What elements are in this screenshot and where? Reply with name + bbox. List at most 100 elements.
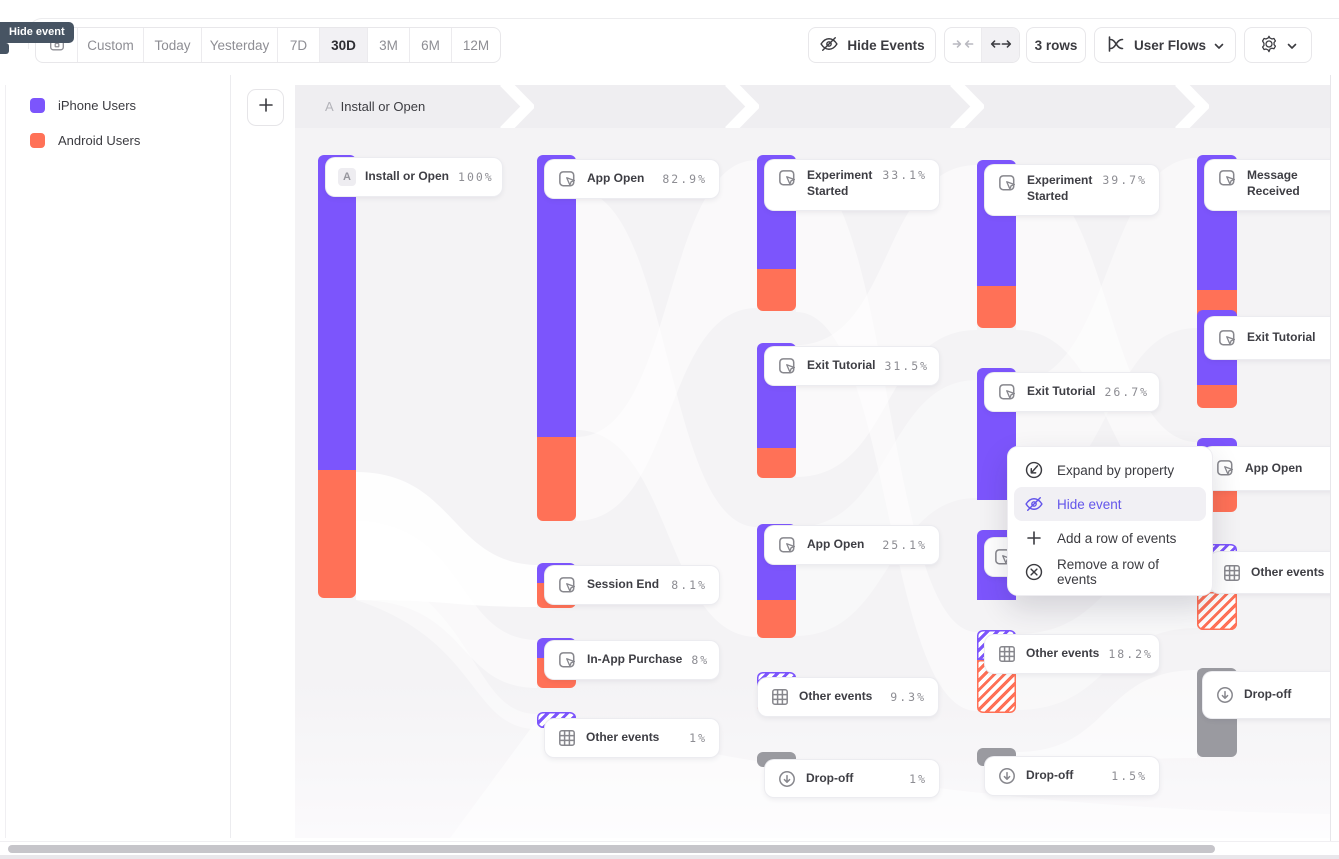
node-percent: 8% (691, 653, 710, 667)
flow-node-session-end[interactable]: Session End 8.1% (545, 566, 719, 604)
view-selector-user-flows[interactable]: User Flows (1094, 27, 1236, 63)
menu-item-add-row-of-events[interactable]: Add a row of events (1014, 521, 1206, 555)
sankey-bar-android[interactable] (757, 448, 796, 478)
plus-icon (1024, 530, 1044, 546)
flow-node-drop-off[interactable]: Drop-off (1203, 672, 1339, 718)
drop-off-icon (777, 769, 797, 789)
node-percent: 1% (689, 731, 707, 745)
event-icon (777, 356, 798, 377)
sankey-bar-other-android[interactable] (1197, 592, 1237, 630)
rows-button[interactable]: 3 rows (1026, 27, 1086, 63)
date-range-12m[interactable]: 12M (462, 37, 490, 53)
flow-node-experiment-started[interactable]: Experiment Started 39.7% (985, 165, 1159, 215)
event-icon (997, 173, 1018, 194)
node-label: Drop-off (1026, 768, 1074, 783)
flow-node-exit-tutorial[interactable]: Exit Tutorial 26.7% (985, 373, 1159, 411)
flow-node-install-or-open[interactable]: A Install or Open 100% (326, 158, 502, 196)
sankey-bar-iphone[interactable] (537, 155, 576, 437)
step-name: Install or Open (340, 99, 426, 114)
sankey-bar-android[interactable] (537, 437, 576, 521)
add-step-button[interactable] (247, 89, 284, 126)
sankey-bar-android[interactable] (757, 600, 796, 638)
flow-node-exit-tutorial[interactable]: Exit Tutorial (1205, 317, 1339, 359)
grid-icon (997, 644, 1017, 664)
sankey-bar-android[interactable] (977, 286, 1016, 328)
node-percent: 1% (909, 771, 927, 786)
plus-icon (258, 97, 274, 118)
node-percent: 18.2% (1108, 647, 1153, 661)
menu-item-hide-event[interactable]: Hide event (1014, 487, 1206, 521)
node-percent: 25.1% (882, 538, 927, 552)
node-percent: 8.1% (671, 578, 707, 592)
sankey-bar-other-iphone[interactable] (1197, 544, 1237, 554)
flow-node-drop-off[interactable]: Drop-off 1% (765, 760, 939, 797)
hide-event-tooltip: Hide event (0, 22, 74, 43)
flow-node-other-events[interactable]: Other events 9.3% (758, 678, 938, 716)
gear-icon (1259, 34, 1279, 57)
eye-off-icon (819, 34, 839, 57)
node-percent: 31.5% (884, 359, 930, 373)
flow-node-exit-tutorial[interactable]: Exit Tutorial 31.5% (765, 347, 939, 385)
eye-off-icon (1024, 494, 1044, 514)
node-label: Message Received (1247, 168, 1300, 198)
flow-node-experiment-started[interactable]: Experiment Started 33.1% (765, 160, 939, 210)
left-border (5, 85, 6, 838)
arrows-inward-icon[interactable] (945, 28, 982, 62)
sankey-bar-android[interactable] (1197, 385, 1237, 408)
node-label: Exit Tutorial (1247, 330, 1316, 345)
menu-item-label: Remove a row of events (1057, 557, 1160, 587)
date-range-today[interactable]: Today (144, 28, 202, 62)
date-range-yesterday[interactable]: Yesterday (202, 28, 278, 62)
legend-item-android-users[interactable]: Android Users (30, 133, 140, 148)
event-icon (557, 575, 578, 596)
arrows-outward-icon[interactable] (982, 28, 1019, 62)
x-circle-icon (1024, 562, 1044, 582)
step-badge: A (325, 99, 334, 114)
tooltip-fragment (0, 43, 9, 54)
menu-item-expand-by-property[interactable]: Expand by property (1014, 453, 1206, 487)
flow-node-in-app-purchase[interactable]: In-App Purchase 8% (545, 641, 719, 679)
flow-node-drop-off[interactable]: Drop-off 1.5% (985, 757, 1159, 795)
bottom-strip (0, 855, 1339, 859)
flow-node-message-received[interactable]: Message Received (1205, 160, 1339, 210)
legend-item-iphone-users[interactable]: iPhone Users (30, 98, 136, 113)
flow-node-other-events[interactable]: Other events (1210, 552, 1339, 593)
flow-node-app-open[interactable]: App Open (1203, 447, 1339, 490)
legend-label: iPhone Users (58, 98, 137, 113)
date-range-custom[interactable]: Custom (78, 28, 144, 62)
horizontal-scrollbar-thumb[interactable] (8, 845, 1215, 853)
flow-node-app-open[interactable]: App Open 25.1% (765, 526, 939, 564)
hide-events-button[interactable]: Hide Events (808, 27, 936, 63)
event-context-menu: Expand by property Hide event Add a row … (1008, 447, 1212, 595)
flow-steps-header[interactable]: A Install or Open (295, 85, 1330, 128)
iphone-users-swatch (30, 98, 45, 113)
node-label: App Open (587, 171, 645, 186)
node-label: In-App Purchase (587, 652, 683, 667)
date-range-7d[interactable]: 7D (278, 28, 320, 62)
sankey-bar-android[interactable] (318, 470, 356, 598)
flow-node-app-open[interactable]: App Open 82.9% (545, 160, 719, 198)
flow-node-other-events[interactable]: Other events 18.2% (985, 635, 1159, 673)
chevron-down-icon (1214, 38, 1224, 53)
settings-button[interactable] (1244, 27, 1312, 63)
hide-events-label: Hide Events (847, 37, 925, 53)
sankey-bar-android[interactable] (757, 269, 796, 311)
date-range-3m[interactable]: 3M (368, 28, 410, 62)
drop-off-icon (997, 766, 1017, 786)
sankey-bar-iphone[interactable] (318, 155, 356, 470)
flow-node-other-events[interactable]: Other events 1% (545, 719, 719, 757)
android-users-swatch (30, 133, 45, 148)
node-label: Experiment Started (807, 168, 873, 198)
node-percent: 82.9% (662, 172, 707, 186)
node-label: Exit Tutorial (807, 358, 876, 373)
date-range-6m[interactable]: 6M (410, 28, 452, 62)
vertical-scrollbar-track[interactable] (1330, 75, 1339, 841)
date-range-30d[interactable]: 30D (320, 28, 368, 62)
node-percent: 100% (458, 170, 494, 184)
menu-item-remove-row-of-events[interactable]: Remove a row of events (1014, 555, 1206, 589)
collapse-expand-control (944, 27, 1020, 63)
event-icon (1217, 168, 1238, 189)
node-label: Drop-off (806, 770, 854, 785)
node-label: App Open (807, 537, 865, 552)
